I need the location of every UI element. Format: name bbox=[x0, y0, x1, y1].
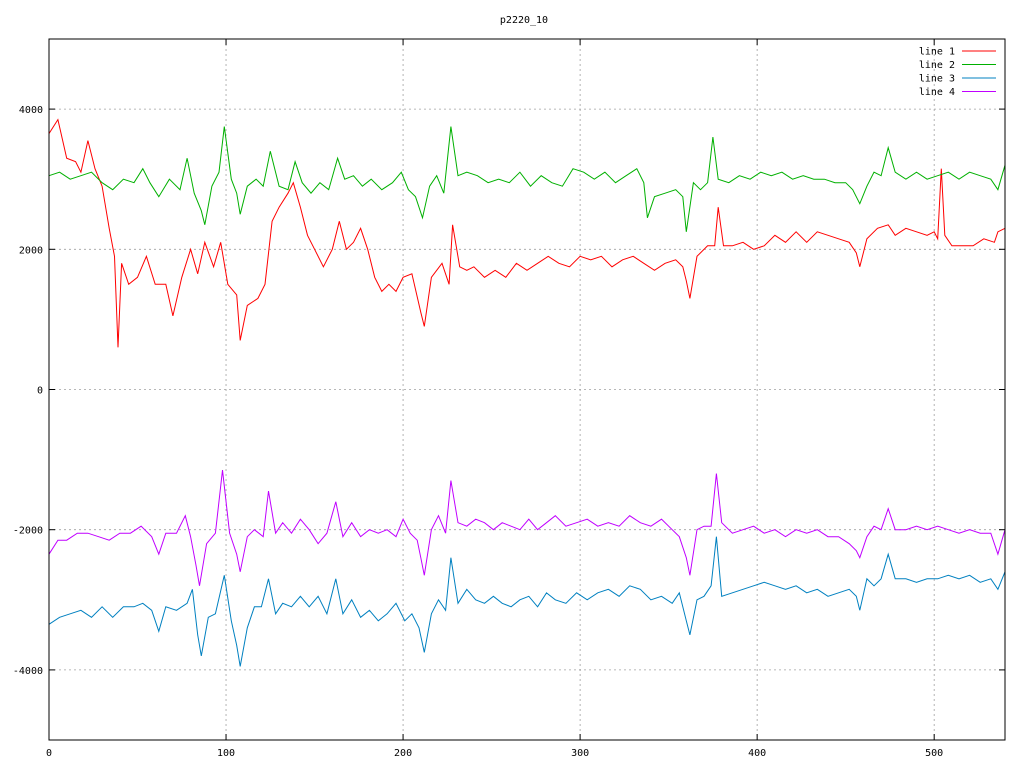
x-tick-label: 100 bbox=[217, 748, 235, 759]
y-tick-label: 2000 bbox=[19, 245, 43, 256]
legend-label-4: line 4 bbox=[919, 87, 955, 98]
legend-label-3: line 3 bbox=[919, 74, 955, 85]
legend-label-1: line 1 bbox=[919, 47, 955, 58]
x-tick-label: 0 bbox=[46, 748, 52, 759]
legend: line 1 line 2 line 3 line 4 bbox=[919, 47, 996, 98]
y-tick-label: -4000 bbox=[13, 666, 43, 677]
series-line-3 bbox=[48, 536, 1006, 667]
series-line-4 bbox=[48, 470, 1006, 586]
tick-layer: 0 100 200 300 400 500 -4000 -2000 0 2000 4000 bbox=[13, 39, 1005, 759]
series-layer bbox=[48, 118, 1006, 667]
x-tick-label: 400 bbox=[748, 748, 766, 759]
series-line-1 bbox=[48, 118, 1006, 348]
y-tick-label: -2000 bbox=[13, 526, 43, 537]
y-tick-label: 0 bbox=[37, 386, 43, 397]
chart-title: p2220_10 bbox=[500, 15, 548, 26]
plot-frame bbox=[48, 38, 1006, 741]
x-tick-label: 200 bbox=[394, 748, 412, 759]
grid-layer bbox=[49, 39, 1005, 740]
legend-label-2: line 2 bbox=[919, 60, 955, 71]
series-line-2 bbox=[48, 126, 1006, 232]
x-tick-label: 300 bbox=[571, 748, 589, 759]
y-tick-label: 4000 bbox=[19, 105, 43, 116]
x-tick-label: 500 bbox=[925, 748, 943, 759]
